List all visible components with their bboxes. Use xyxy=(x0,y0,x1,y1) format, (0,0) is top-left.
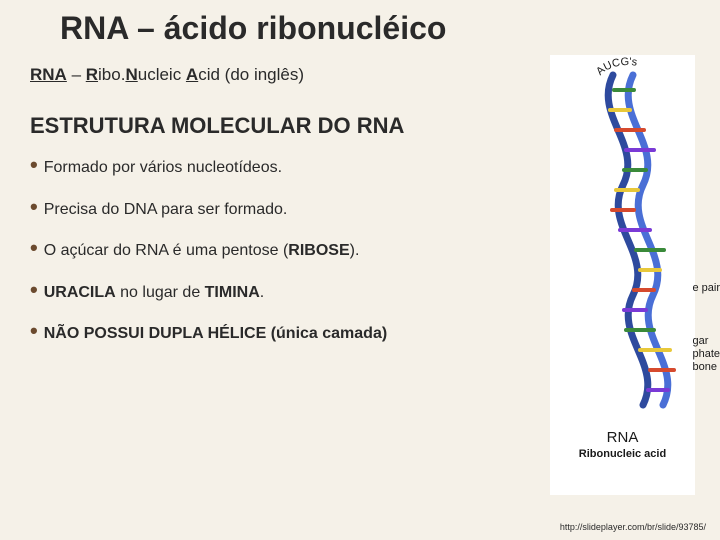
subtitle-r: R xyxy=(86,65,98,84)
bullet-bold: RIBOSE xyxy=(288,242,349,259)
bullet-icon: • xyxy=(30,282,38,298)
bullet-mid: no lugar de xyxy=(116,284,205,301)
rna-diagram: AUCG's xyxy=(550,55,695,425)
rna-strand-icon: AUCG's xyxy=(558,55,688,425)
bullet-icon: • xyxy=(30,323,38,339)
bullet-text: O açúcar do RNA é uma pentose (RIBOSE). xyxy=(44,240,360,262)
slide-container: RNA – ácido ribonucléico RNA – Ribo.Nucl… xyxy=(0,0,720,540)
subtitle-n: N xyxy=(125,65,137,84)
backbone-l2: phate xyxy=(692,348,720,360)
bullet-post: ). xyxy=(350,242,360,259)
side-caption-backbone: gar phate bone xyxy=(692,335,720,375)
subtitle-ibo: ibo. xyxy=(98,65,125,84)
bullet-icon: • xyxy=(30,240,38,256)
side-caption-pair: e pair xyxy=(692,282,720,294)
figure-sublabel: Ribonucleic acid xyxy=(579,448,666,460)
subtitle-ucleic: ucleic xyxy=(138,65,186,84)
page-title: RNA – ácido ribonucléico xyxy=(60,10,690,47)
bullet-text: Formado por vários nucleotídeos. xyxy=(44,157,282,179)
bullet-text: NÃO POSSUI DUPLA HÉLICE (única camada) xyxy=(44,323,387,345)
bullet-icon: • xyxy=(30,157,38,173)
backbone-l3: bone xyxy=(692,361,716,373)
bullet-bold: URACILA xyxy=(44,284,116,301)
credit-url: http://slideplayer.com/br/slide/93785/ xyxy=(560,522,706,532)
bullet-text: URACILA no lugar de TIMINA. xyxy=(44,282,265,304)
bullet-text: Precisa do DNA para ser formado. xyxy=(44,199,288,221)
bullet-pre: O açúcar do RNA é uma pentose ( xyxy=(44,242,289,259)
subtitle-rna: RNA xyxy=(30,65,67,84)
backbone-l1: gar xyxy=(692,335,708,347)
figure-label-stack: RNA Ribonucleic acid xyxy=(579,429,666,460)
bullet-icon: • xyxy=(30,199,38,215)
subtitle-cid: cid (do inglês) xyxy=(198,65,304,84)
bullet-post: . xyxy=(260,284,264,301)
subtitle-a: A xyxy=(186,65,198,84)
bullet-bold: TIMINA xyxy=(205,284,260,301)
subtitle-sep: – xyxy=(67,65,86,84)
rna-figure: AUCG's RNA Ribonucleic acid xyxy=(550,55,695,495)
figure-label: RNA xyxy=(579,429,666,446)
